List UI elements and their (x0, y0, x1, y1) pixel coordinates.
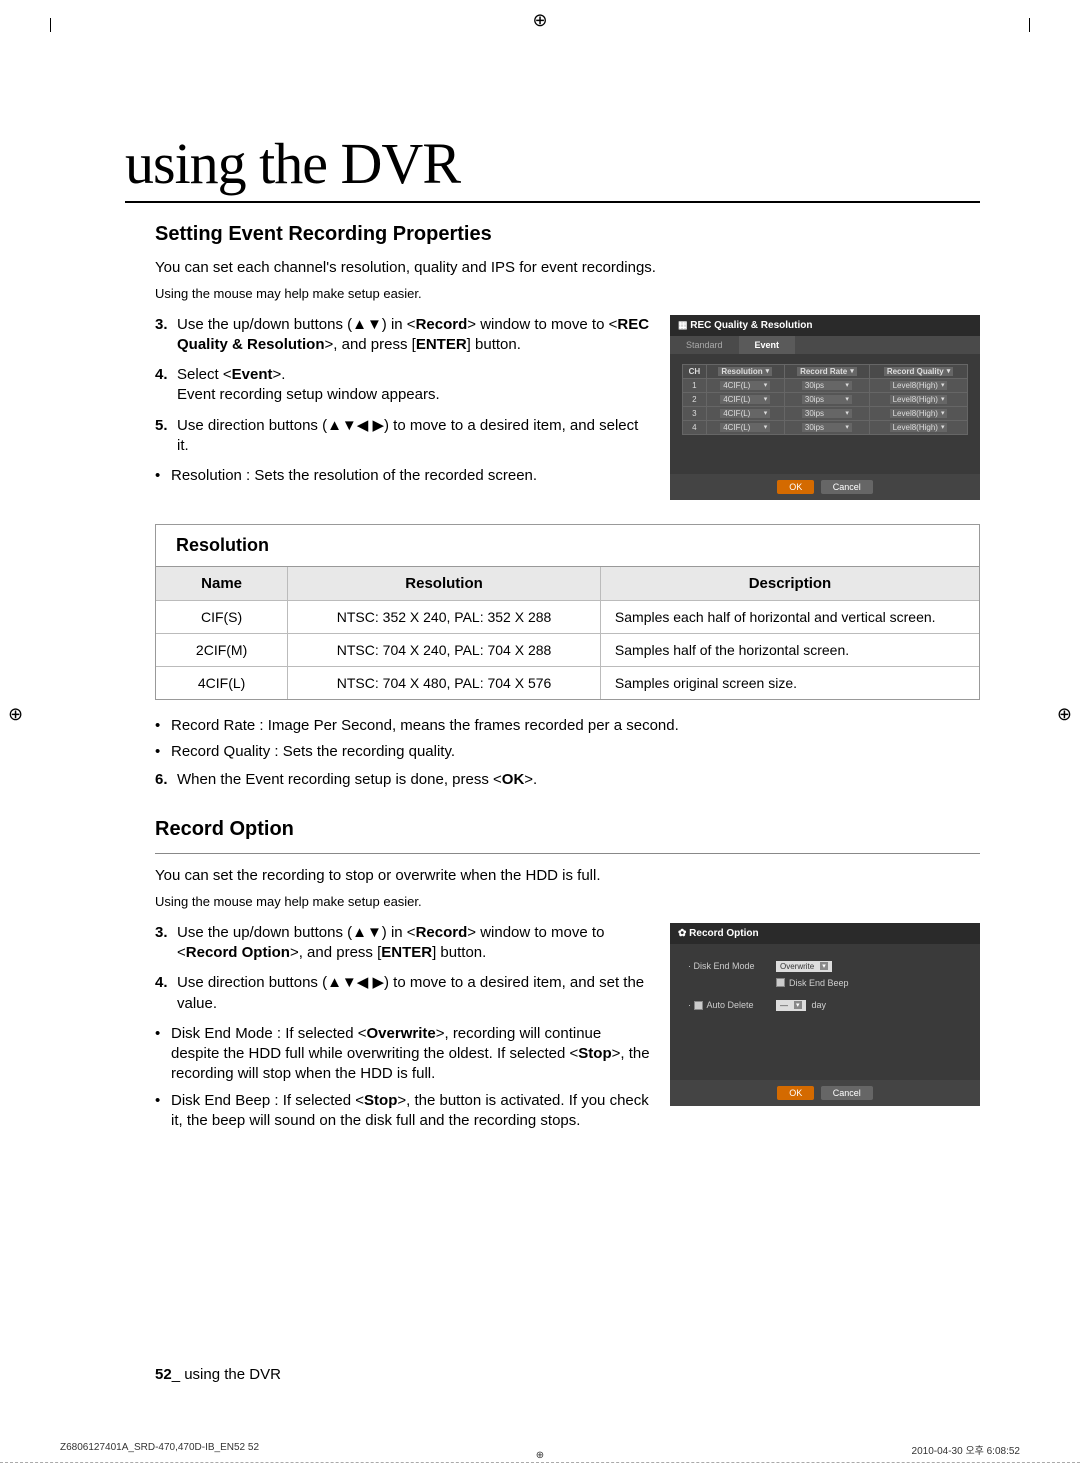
reg-center-glyph: ⊕ (532, 10, 547, 31)
step-num: 6. (155, 770, 177, 790)
step-num: 5. (155, 416, 177, 457)
cancel-button[interactable]: Cancel (821, 1086, 873, 1100)
page-content: using the DVR Setting Event Recording Pr… (125, 130, 980, 1383)
page-number: 52 (155, 1366, 172, 1383)
reg-left-glyph: ⊕ (8, 704, 23, 725)
bullet-text: Record Rate : Image Per Second, means th… (171, 716, 679, 736)
reg-right-glyph: ⊕ (1057, 704, 1072, 725)
disk-end-beep-checkbox[interactable] (776, 978, 785, 987)
bullet-text: Record Quality : Sets the recording qual… (171, 742, 455, 762)
step-text: Select <Event>. Event recording setup wi… (177, 365, 652, 406)
bullet-text: Resolution : Sets the resolution of the … (171, 466, 537, 486)
table-row: 14CIF(L)30ipsLevel8(High) (683, 378, 968, 392)
table-row: 44CIF(L)30ipsLevel8(High) (683, 420, 968, 434)
step-text: Use the up/down buttons (▲▼) in <Record>… (177, 315, 652, 356)
dvr-rec-quality-panel: ▦ REC Quality & Resolution Standard Even… (670, 315, 980, 500)
step-num: 4. (155, 365, 177, 406)
section2-heading: Record Option (155, 818, 980, 841)
step-num: 4. (155, 973, 177, 1014)
col-qual: Record Quality (870, 364, 968, 378)
print-timestamp: 2010-04-30 오후 6:08:52 (912, 1442, 1020, 1457)
table-row: 34CIF(L)30ipsLevel8(High) (683, 406, 968, 420)
step-text: When the Event recording setup is done, … (177, 770, 980, 790)
registration-top: ⊕ (0, 10, 1080, 30)
bullet-text: Disk End Beep : If selected <Stop>, the … (171, 1091, 652, 1132)
dvr-record-option-panel: ✿ Record Option · Disk End Mode Overwrit… (670, 923, 980, 1106)
tab-event[interactable]: Event (739, 336, 796, 354)
section1-heading: Setting Event Recording Properties (155, 223, 980, 246)
step-num: 3. (155, 923, 177, 964)
ok-button[interactable]: OK (777, 1086, 814, 1100)
col-res: Resolution (706, 364, 784, 378)
section1-steps: 3. Use the up/down buttons (▲▼) in <Reco… (155, 315, 652, 500)
auto-delete-label: · Auto Delete (688, 1000, 776, 1010)
col-ch: CH (683, 364, 707, 378)
print-metadata: Z6806127401A_SRD-470,470D-IB_EN52 52 ⊕ 2… (60, 1442, 1020, 1457)
bullet-text: Disk End Mode : If selected <Overwrite>,… (171, 1024, 652, 1085)
disk-end-mode-select[interactable]: Overwrite (776, 961, 832, 972)
page-footer: 52_ using the DVR (155, 1366, 281, 1383)
resolution-reference-box: Resolution Name Resolution Description C… (155, 524, 980, 700)
section1-intro: You can set each channel's resolution, q… (155, 258, 980, 278)
section2-steps: 3. Use the up/down buttons (▲▼) in <Reco… (155, 923, 652, 1137)
table-row: CIF(S)NTSC: 352 X 240, PAL: 352 X 288Sam… (156, 600, 979, 633)
section1-hint: Using the mouse may help make setup easi… (155, 286, 980, 301)
ok-button[interactable]: OK (777, 480, 814, 494)
step-num: 3. (155, 315, 177, 356)
section2-hint: Using the mouse may help make setup easi… (155, 894, 980, 909)
disk-end-beep-label: Disk End Beep (789, 978, 849, 988)
auto-delete-select[interactable]: — (776, 1000, 806, 1011)
print-file: Z6806127401A_SRD-470,470D-IB_EN52 52 (60, 1442, 259, 1457)
col-description: Description (600, 567, 979, 601)
col-name: Name (156, 567, 288, 601)
disk-end-mode-label: · Disk End Mode (688, 961, 776, 971)
section2-intro: You can set the recording to stop or ove… (155, 866, 980, 886)
chapter-title: using the DVR (125, 130, 980, 203)
col-rate: Record Rate (784, 364, 869, 378)
dvr1-table: CH Resolution Record Rate Record Quality… (682, 364, 968, 435)
res-box-title: Resolution (156, 525, 979, 567)
table-row: 4CIF(L)NTSC: 704 X 480, PAL: 704 X 576Sa… (156, 666, 979, 699)
auto-delete-unit: day (812, 1000, 827, 1010)
step-text: Use the up/down buttons (▲▼) in <Record>… (177, 923, 652, 964)
step-text: Use direction buttons (▲▼◀ ▶) to move to… (177, 416, 652, 457)
table-row: 24CIF(L)30ipsLevel8(High) (683, 392, 968, 406)
tab-standard[interactable]: Standard (670, 336, 739, 354)
reg-bottom-glyph: ⊕ (536, 1450, 544, 1461)
col-resolution: Resolution (288, 567, 601, 601)
dvr1-title: ▦ REC Quality & Resolution (670, 315, 980, 336)
trim-line (0, 1462, 1080, 1463)
step-text: Use direction buttons (▲▼◀ ▶) to move to… (177, 973, 652, 1014)
dvr2-title: ✿ Record Option (670, 923, 980, 944)
table-row: 2CIF(M)NTSC: 704 X 240, PAL: 704 X 288Sa… (156, 633, 979, 666)
cancel-button[interactable]: Cancel (821, 480, 873, 494)
